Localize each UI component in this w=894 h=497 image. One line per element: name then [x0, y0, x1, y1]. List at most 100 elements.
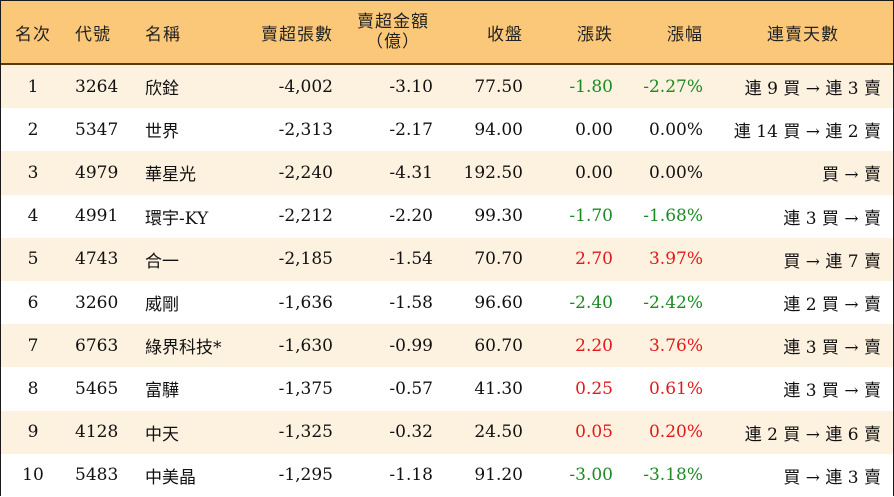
cell-net-sell-lots: -1,636 — [278, 292, 333, 313]
header-net-sell-lots: 賣超張數 — [261, 24, 333, 45]
header-net-sell-amount-label: 賣超金額 — [357, 12, 429, 32]
header-name: 名稱 — [145, 24, 181, 45]
cell-change: -2.40 — [569, 292, 613, 313]
header-streak: 連賣天數 — [767, 24, 839, 45]
header-net-sell-amount: 賣超金額 （億） — [345, 1, 441, 63]
cell-net-sell-amount: -1.18 — [389, 465, 433, 486]
cell-name: 欣銓 — [145, 79, 179, 100]
cell-change: -1.80 — [569, 76, 613, 97]
cell-net-sell-lots: -1,325 — [278, 422, 333, 443]
cell-change: 0.25 — [575, 378, 613, 399]
table-row: 10 5483 中美晶 -1,295 -1.18 91.20 -3.00 -3.18% 買 → … — [1, 453, 893, 497]
cell-net-sell-amount: -2.17 — [389, 119, 433, 140]
cell-net-sell-amount: -0.99 — [389, 335, 433, 356]
cell-name: 綠界科技* — [145, 338, 222, 359]
table-row: 2 5347 世界 -2,313 -2.17 94.00 0.00 0.00% 連 14 買 →… — [1, 108, 893, 152]
cell-streak: 連 3 買 → 賣 — [783, 338, 881, 359]
cell-net-sell-amount: -0.32 — [389, 422, 433, 443]
cell-rank: 10 — [22, 465, 44, 486]
cell-pct: -3.18% — [643, 465, 703, 486]
cell-pct: -2.42% — [643, 292, 703, 313]
cell-name: 華星光 — [145, 165, 196, 186]
cell-code: 3260 — [75, 292, 119, 313]
cell-pct: 0.20% — [648, 422, 703, 443]
cell-close: 77.50 — [474, 76, 523, 97]
cell-code: 4128 — [75, 422, 119, 443]
cell-code: 4743 — [75, 249, 119, 270]
cell-pct: -2.27% — [643, 76, 703, 97]
cell-rank: 9 — [27, 422, 39, 443]
cell-code: 6763 — [75, 335, 119, 356]
cell-code: 5465 — [75, 378, 119, 399]
cell-change: 0.00 — [575, 162, 613, 183]
header-pct: 漲幅 — [667, 24, 703, 45]
cell-change: -1.70 — [569, 206, 613, 227]
cell-change: 0.00 — [575, 119, 613, 140]
header-net-sell-amount-unit: （億） — [366, 32, 420, 52]
header-code: 代號 — [75, 24, 111, 45]
cell-name: 威剛 — [145, 295, 179, 316]
cell-rank: 5 — [27, 249, 39, 270]
cell-pct: 3.76% — [648, 335, 703, 356]
cell-streak: 連 2 買 → 連 6 賣 — [744, 424, 881, 445]
cell-change: 2.20 — [575, 335, 613, 356]
cell-net-sell-lots: -1,295 — [278, 465, 333, 486]
cell-rank: 1 — [27, 76, 39, 97]
cell-name: 中天 — [145, 424, 179, 445]
cell-rank: 3 — [27, 162, 39, 183]
cell-pct: 0.00% — [648, 119, 703, 140]
cell-name: 合一 — [145, 251, 179, 272]
cell-name: 世界 — [145, 122, 179, 143]
cell-code: 3264 — [75, 76, 119, 97]
cell-code: 4991 — [75, 206, 119, 227]
cell-rank: 6 — [27, 292, 39, 313]
cell-net-sell-lots: -1,375 — [278, 378, 333, 399]
cell-net-sell-lots: -2,313 — [278, 119, 333, 140]
table-row: 7 6763 綠界科技* -1,630 -0.99 60.70 2.20 3.76% 連 3 買… — [1, 324, 893, 368]
table-header: 名次 代號 名稱 賣超張數 賣超金額 （億） 收盤 漲跌 漲幅 連賣天數 — [1, 1, 893, 65]
cell-net-sell-amount: -1.54 — [389, 249, 433, 270]
cell-net-sell-amount: -3.10 — [389, 76, 433, 97]
table-row: 3 4979 華星光 -2,240 -4.31 192.50 0.00 0.00% 買 → 賣 — [1, 151, 893, 195]
cell-pct: -1.68% — [643, 206, 703, 227]
table-row: 9 4128 中天 -1,325 -0.32 24.50 0.05 0.20% 連 2 買 → … — [1, 410, 893, 454]
cell-name: 中美晶 — [145, 467, 196, 488]
header-rank: 名次 — [15, 24, 51, 45]
cell-change: 0.05 — [575, 422, 613, 443]
cell-net-sell-lots: -4,002 — [278, 76, 333, 97]
cell-pct: 3.97% — [648, 249, 703, 270]
cell-streak: 連 2 買 → 賣 — [783, 295, 881, 316]
table-row: 6 3260 威剛 -1,636 -1.58 96.60 -2.40 -2.42% 連 2 買 … — [1, 281, 893, 325]
cell-rank: 4 — [27, 206, 39, 227]
cell-streak: 連 3 買 → 賣 — [783, 381, 881, 402]
cell-code: 4979 — [75, 162, 119, 183]
cell-streak: 連 14 買 → 連 2 賣 — [733, 122, 881, 143]
cell-streak: 連 9 買 → 連 3 賣 — [744, 79, 881, 100]
table-row: 1 3264 欣銓 -4,002 -3.10 77.50 -1.80 -2.27% 連 9 買 … — [1, 65, 893, 109]
cell-net-sell-amount: -2.20 — [389, 206, 433, 227]
cell-name: 環宇-KY — [145, 208, 209, 229]
cell-close: 94.00 — [474, 119, 523, 140]
cell-close: 192.50 — [463, 162, 523, 183]
cell-close: 99.30 — [474, 206, 523, 227]
cell-close: 70.70 — [474, 249, 523, 270]
header-change: 漲跌 — [577, 24, 613, 45]
cell-pct: 0.00% — [648, 162, 703, 183]
cell-close: 91.20 — [474, 465, 523, 486]
cell-streak: 買 → 連 7 賣 — [783, 251, 881, 272]
cell-close: 60.70 — [474, 335, 523, 356]
cell-net-sell-lots: -2,185 — [278, 249, 333, 270]
cell-pct: 0.61% — [648, 378, 703, 399]
table-row: 8 5465 富驊 -1,375 -0.57 41.30 0.25 0.61% 連 3 買 → … — [1, 367, 893, 411]
cell-net-sell-lots: -2,212 — [278, 206, 333, 227]
cell-streak: 連 3 買 → 賣 — [783, 208, 881, 229]
cell-rank: 2 — [27, 119, 39, 140]
cell-change: -3.00 — [569, 465, 613, 486]
cell-close: 24.50 — [474, 422, 523, 443]
header-close: 收盤 — [487, 24, 523, 45]
cell-net-sell-lots: -2,240 — [278, 162, 333, 183]
table-row: 4 4991 環宇-KY -2,212 -2.20 99.30 -1.70 -1.68% 連 3… — [1, 194, 893, 238]
cell-net-sell-amount: -4.31 — [389, 162, 433, 183]
cell-net-sell-lots: -1,630 — [278, 335, 333, 356]
